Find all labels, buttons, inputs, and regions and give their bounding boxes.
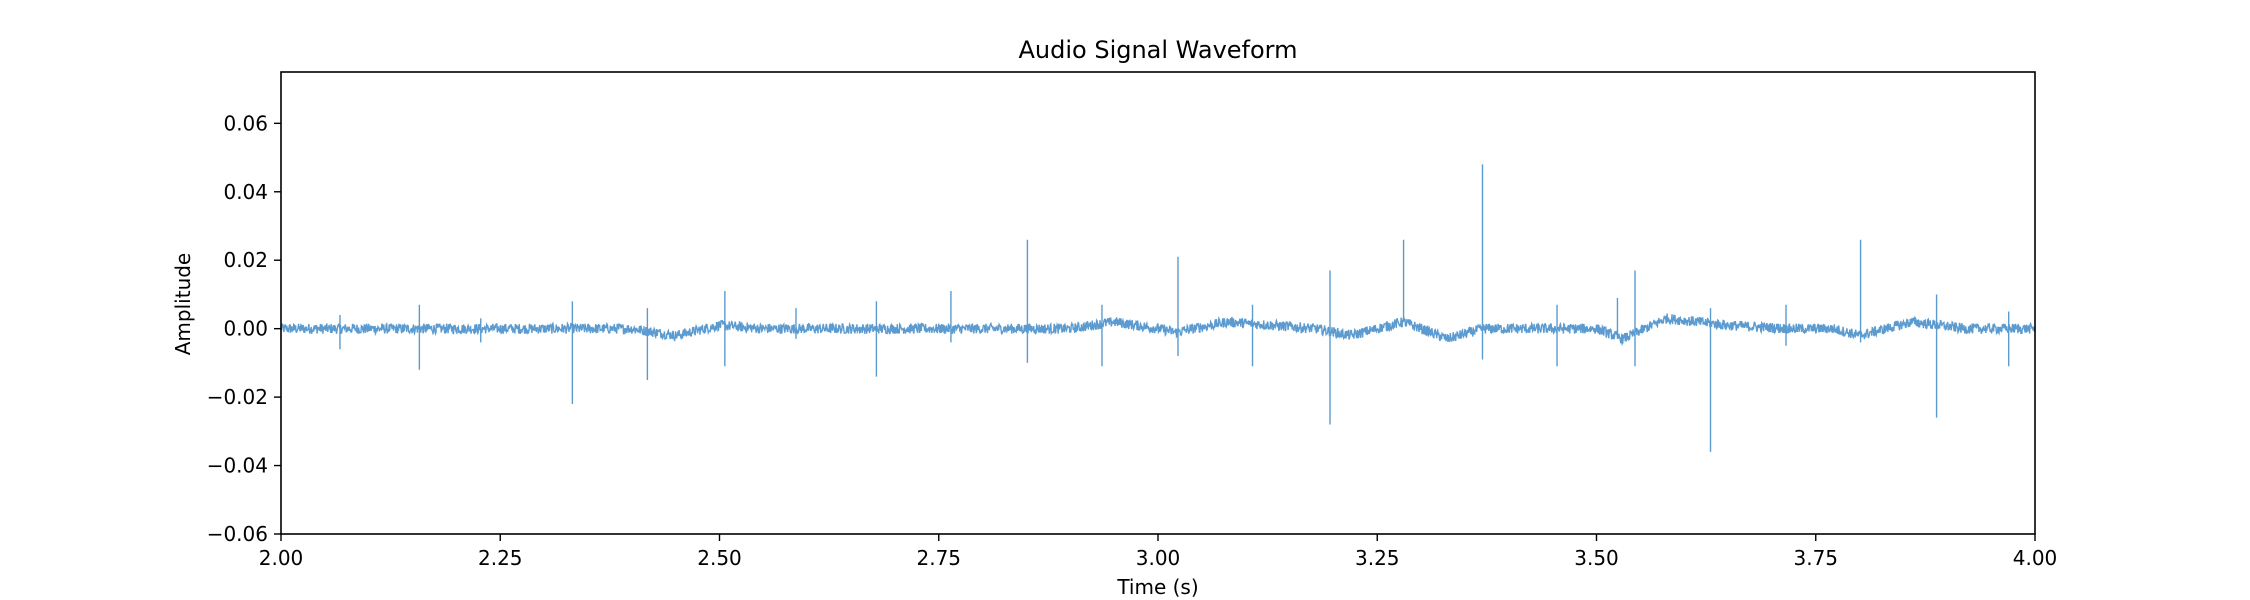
- x-axis: 2.00 2.25 2.50 2.75 3.00 3.25 3.50 3.75 4.00: [259, 534, 2058, 570]
- x-tick-label: 4.00: [2013, 546, 2058, 570]
- y-axis: −0.06 −0.04 −0.02 0.00 0.02 0.04 0.06: [207, 111, 281, 546]
- x-tick-label: 3.50: [1574, 546, 1619, 570]
- plot-area: [280, 164, 2036, 452]
- plot-frame: [280, 71, 2036, 535]
- y-tick-label: 0.02: [223, 248, 268, 272]
- y-axis-title: Amplitude: [171, 253, 195, 356]
- y-tick-label: 0.06: [223, 111, 268, 135]
- x-tick-label: 2.00: [259, 546, 304, 570]
- x-tick-label: 2.25: [478, 546, 523, 570]
- x-tick-label: 2.50: [697, 546, 742, 570]
- x-tick-label: 3.75: [1793, 546, 1838, 570]
- x-tick-label: 3.00: [1136, 546, 1181, 570]
- y-tick-label: −0.04: [207, 454, 268, 478]
- waveform-line: [280, 164, 2036, 452]
- chart-title: Audio Signal Waveform: [1018, 36, 1297, 64]
- y-tick-label: −0.02: [207, 385, 268, 409]
- y-tick-label: −0.06: [207, 522, 268, 546]
- y-tick-label: 0.04: [223, 180, 268, 204]
- x-tick-label: 2.75: [916, 546, 961, 570]
- x-axis-title: Time (s): [1116, 575, 1198, 599]
- y-tick-label: 0.00: [223, 317, 268, 341]
- x-tick-label: 3.25: [1355, 546, 1400, 570]
